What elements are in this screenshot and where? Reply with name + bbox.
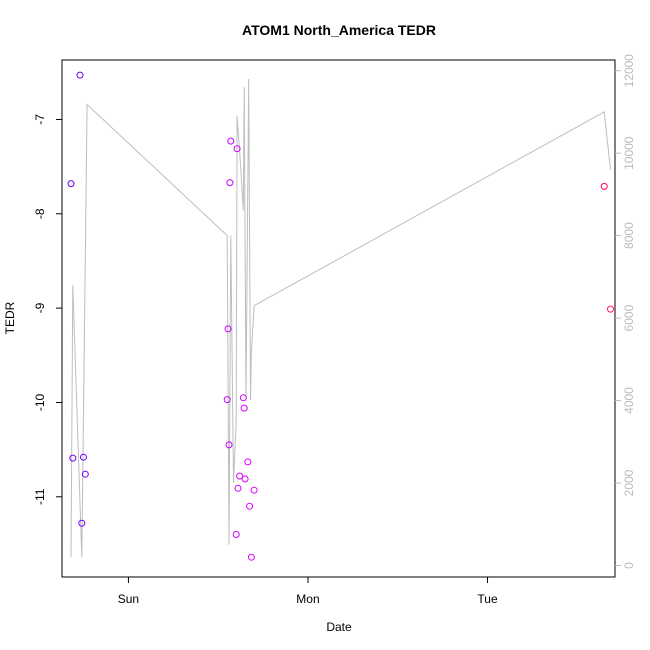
y-tick-label: -8 bbox=[33, 208, 47, 219]
data-point bbox=[227, 137, 235, 145]
data-point bbox=[232, 531, 240, 538]
y-tick-label: -10 bbox=[33, 394, 47, 412]
data-point bbox=[241, 475, 249, 483]
data-point bbox=[225, 441, 233, 449]
data-point bbox=[607, 305, 614, 313]
data-point bbox=[80, 453, 87, 461]
data-point bbox=[233, 145, 241, 153]
y2-tick-label: 2000 bbox=[622, 469, 636, 496]
data-point bbox=[223, 396, 231, 404]
series-line bbox=[70, 78, 611, 558]
data-point bbox=[240, 404, 248, 412]
data-point bbox=[246, 502, 254, 510]
x-axis-label: Date bbox=[326, 620, 352, 634]
data-point bbox=[244, 458, 252, 466]
x-axis: Sun Mon Tue bbox=[118, 577, 498, 606]
y2-tick-label: 4000 bbox=[622, 387, 636, 414]
y2-tick-label: 8000 bbox=[622, 222, 636, 249]
data-point bbox=[226, 179, 234, 187]
y-tick-label: -7 bbox=[33, 114, 47, 125]
y2-tick-label: 12000 bbox=[622, 54, 636, 88]
y2-tick-label: 0 bbox=[622, 562, 636, 569]
data-point bbox=[81, 470, 89, 478]
data-point bbox=[236, 472, 244, 480]
x-tick-label: Sun bbox=[118, 592, 139, 606]
y2-tick-label: 10000 bbox=[622, 136, 636, 170]
data-point bbox=[78, 519, 86, 527]
y-tick-label: -9 bbox=[33, 302, 47, 313]
data-point bbox=[69, 454, 77, 462]
data-point bbox=[224, 325, 232, 333]
right-axis-series-line bbox=[70, 78, 611, 558]
data-point bbox=[234, 484, 242, 492]
plot-area-border bbox=[61, 59, 616, 578]
data-point bbox=[247, 553, 255, 561]
chart-title: ATOM1 North_America TEDR bbox=[242, 22, 436, 38]
y-axis-left: -7 -8 -9 -10 -11 bbox=[33, 114, 62, 505]
y-tick-label: -11 bbox=[33, 488, 47, 505]
data-point bbox=[76, 71, 84, 79]
x-tick-label: Mon bbox=[296, 592, 319, 606]
x-tick-label: Tue bbox=[477, 592, 498, 606]
data-point bbox=[250, 486, 258, 494]
data-point bbox=[600, 182, 608, 190]
data-point bbox=[67, 180, 75, 188]
data-point bbox=[239, 394, 247, 402]
y-axis-right: 0 2000 4000 6000 8000 10000 12000 bbox=[615, 54, 636, 569]
data-points bbox=[67, 71, 614, 561]
y2-tick-label: 6000 bbox=[622, 304, 636, 331]
y-axis-label: TEDR bbox=[3, 301, 17, 334]
